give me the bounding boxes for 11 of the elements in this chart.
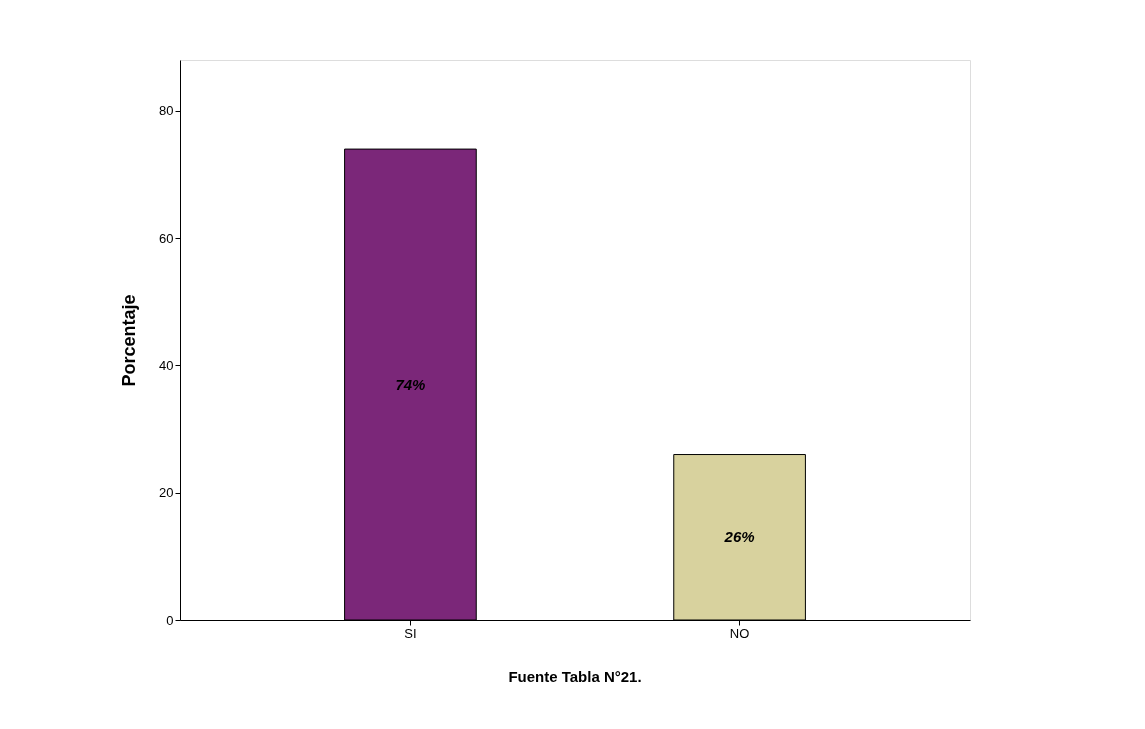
y-tick-label: 40 — [159, 357, 174, 373]
source-note: Fuente Tabla N°21. — [508, 668, 642, 685]
x-tick-label: NO — [729, 625, 750, 641]
y-tick-label: 20 — [159, 485, 174, 501]
data-label: 74% — [395, 375, 426, 393]
data-label: 26% — [723, 528, 755, 546]
x-tick-label: SI — [404, 625, 417, 641]
y-tick-label: 60 — [159, 230, 174, 246]
y-tick-label: 80 — [159, 103, 174, 119]
y-axis-title: Porcentaje — [119, 294, 140, 387]
y-tick-label: 0 — [166, 612, 174, 628]
